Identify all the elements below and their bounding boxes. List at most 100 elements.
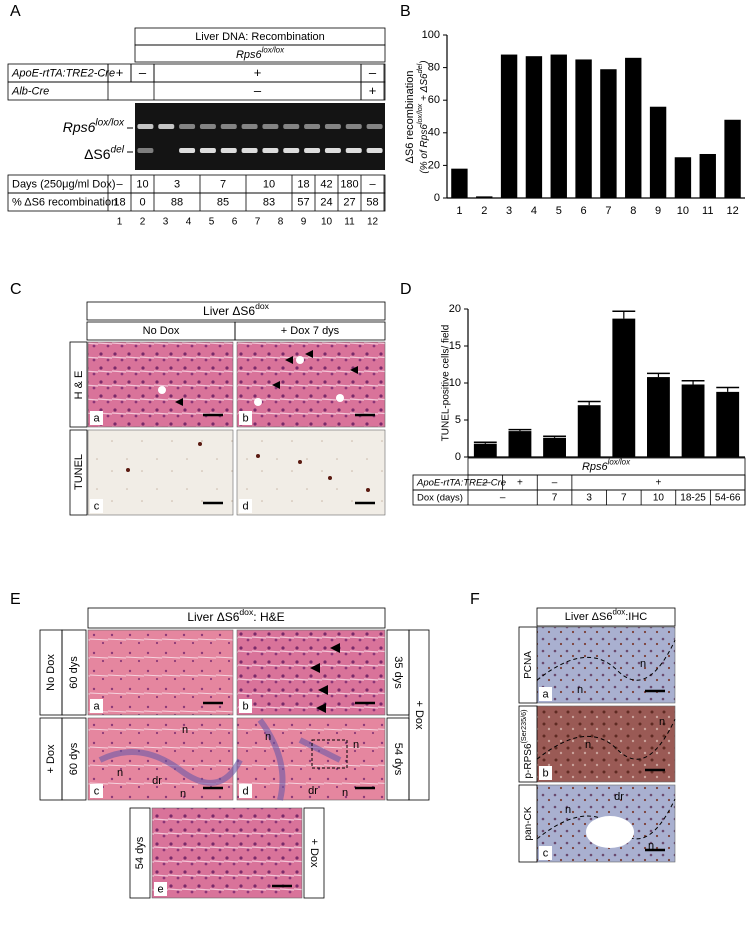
gel-band bbox=[199, 148, 216, 153]
lane-number: 5 bbox=[209, 217, 215, 228]
arrowhead bbox=[310, 663, 320, 673]
row-label: H & E bbox=[73, 371, 85, 400]
lane-number: 7 bbox=[255, 217, 261, 228]
text-part: (Ser235/6) bbox=[519, 710, 528, 744]
y-tick-label: 5 bbox=[455, 414, 461, 426]
row-label: Alb-Cre bbox=[11, 85, 49, 97]
panel-sublabel: a bbox=[93, 412, 100, 424]
text-part: p-RPS6 bbox=[523, 743, 534, 778]
bar bbox=[625, 57, 642, 198]
gel-band bbox=[158, 124, 175, 129]
table-cell: 0 bbox=[139, 196, 145, 208]
bar bbox=[476, 196, 493, 198]
gel-band bbox=[199, 124, 216, 129]
row-label-cell bbox=[518, 784, 538, 863]
bar bbox=[600, 69, 617, 198]
region-label: n bbox=[648, 840, 654, 852]
arrowhead bbox=[330, 643, 340, 653]
row-label-cell bbox=[69, 341, 88, 428]
lane-number: 8 bbox=[278, 217, 284, 228]
arrowhead bbox=[272, 381, 280, 389]
table-cell: – bbox=[483, 478, 489, 489]
region-label: n bbox=[585, 739, 591, 751]
gel-band bbox=[262, 124, 279, 129]
tunel-image bbox=[87, 429, 234, 516]
text-part: Rps6 bbox=[582, 461, 609, 473]
gel-band bbox=[366, 148, 383, 153]
bar bbox=[500, 54, 518, 199]
text-part: lox/lox bbox=[262, 46, 285, 55]
gel-band bbox=[345, 148, 362, 153]
panel-sublabel: b bbox=[542, 767, 548, 779]
panel-header: Liver ΔS6dox bbox=[203, 301, 270, 318]
bar bbox=[647, 377, 670, 457]
text-part: + ΔS6 bbox=[419, 73, 430, 104]
text-part: Rps6 bbox=[236, 49, 263, 61]
gel-band bbox=[324, 148, 341, 153]
lane-number: 11 bbox=[344, 217, 355, 228]
panel-sublabel-bg bbox=[239, 499, 252, 513]
lane-number: 12 bbox=[367, 217, 379, 228]
panel-sublabel-bg bbox=[239, 784, 252, 798]
region-label: n bbox=[265, 731, 271, 743]
text-part: dox bbox=[255, 301, 270, 311]
histology-image bbox=[151, 807, 303, 899]
tunel-dot bbox=[298, 460, 302, 464]
gel-band bbox=[241, 124, 258, 129]
panel-label: A bbox=[10, 3, 21, 20]
y-axis-label: TUNEL-positive cells/ field bbox=[441, 325, 452, 442]
region-label: n bbox=[342, 787, 348, 799]
gel-band bbox=[220, 148, 237, 153]
y-tick-label: 0 bbox=[455, 451, 461, 463]
gel-band bbox=[179, 148, 196, 153]
text-part: :IHC bbox=[625, 611, 647, 623]
table-header: Liver DNA: Recombination bbox=[195, 31, 325, 43]
histology-image bbox=[236, 717, 386, 801]
bar bbox=[525, 56, 543, 198]
histology-image bbox=[87, 629, 234, 716]
text-part: lox/lox bbox=[608, 458, 631, 467]
arrowhead bbox=[305, 350, 313, 358]
table-cell: 57 bbox=[297, 196, 309, 208]
bar bbox=[577, 405, 601, 457]
row-label-cell bbox=[303, 807, 325, 899]
panel-sublabel: c bbox=[94, 785, 100, 797]
genotype: Rps6lox/lox bbox=[582, 458, 631, 473]
table-cell: – bbox=[254, 83, 262, 98]
gel-band bbox=[345, 124, 362, 129]
arrowhead bbox=[350, 366, 358, 374]
gel-band bbox=[304, 148, 321, 153]
row-label: TUNEL bbox=[73, 454, 85, 490]
row-label-cell bbox=[129, 807, 151, 899]
region-label: dr bbox=[614, 791, 624, 803]
y-tick-label: 20 bbox=[428, 159, 440, 171]
panel-sublabel: a bbox=[542, 688, 549, 700]
region-label: n bbox=[182, 724, 188, 736]
x-tick-label: 12 bbox=[726, 205, 738, 217]
band-label: Rps6lox/lox bbox=[63, 117, 125, 135]
text-part: lox/lox bbox=[415, 103, 424, 124]
lane-number: 2 bbox=[140, 217, 146, 228]
bar bbox=[681, 384, 705, 457]
lane-number: 9 bbox=[301, 217, 307, 228]
table-cell: + bbox=[254, 65, 262, 80]
y-tick-label: 15 bbox=[449, 340, 461, 352]
panel-label: D bbox=[400, 281, 412, 298]
region-label: dr bbox=[308, 785, 318, 797]
table-cell: 18 bbox=[297, 178, 309, 190]
x-tick-label: 1 bbox=[456, 205, 462, 217]
table-cell: 88 bbox=[171, 196, 183, 208]
gel-band bbox=[220, 124, 237, 129]
y-tick-label: 40 bbox=[428, 127, 440, 139]
panel-label: C bbox=[10, 281, 22, 298]
tunel-dot bbox=[256, 454, 260, 458]
histology-image bbox=[236, 629, 386, 716]
text-part: Liver ΔS6 bbox=[565, 611, 613, 623]
text-part: Liver ΔS6 bbox=[187, 610, 239, 624]
table-row bbox=[7, 192, 386, 212]
y-axis-label: (% of Rps6lox/lox + ΔS6del) bbox=[415, 60, 430, 173]
tunel-dot bbox=[126, 468, 130, 472]
lane-number: 6 bbox=[232, 217, 238, 228]
region-label: n bbox=[659, 716, 665, 728]
row-label: 54 dys bbox=[392, 743, 404, 776]
